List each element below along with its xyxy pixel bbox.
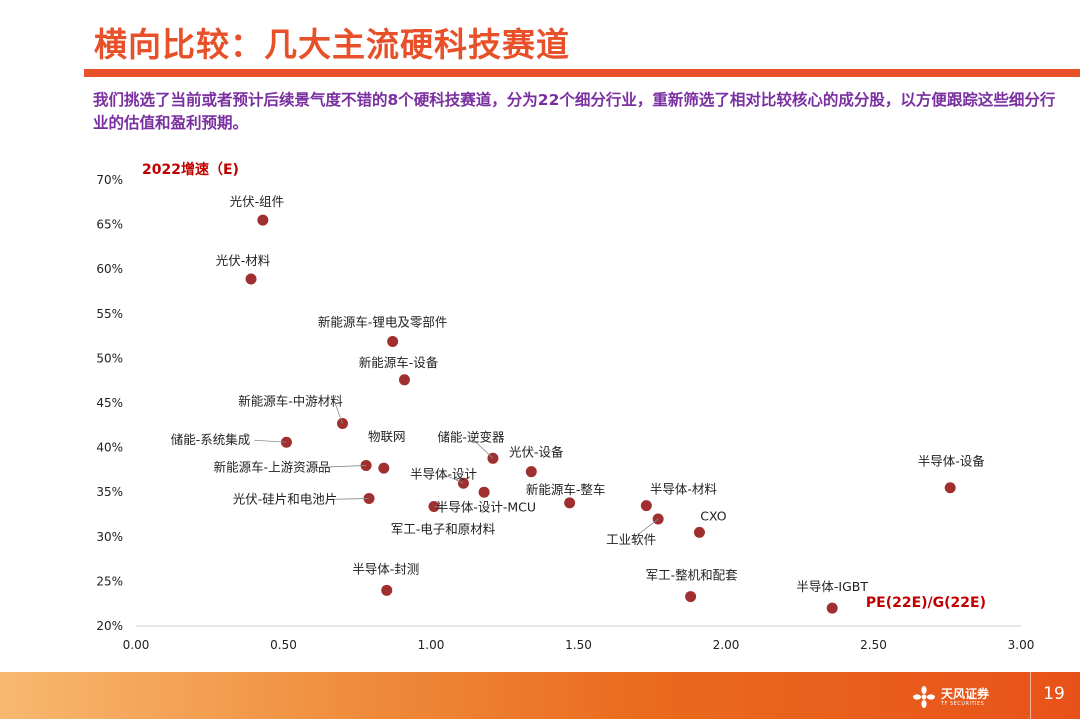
x-axis-title: PE(22E)/G(22E) bbox=[866, 595, 986, 611]
data-point bbox=[387, 335, 399, 347]
y-tick-label: 40% bbox=[96, 441, 123, 455]
point-label: 光伏-硅片和电池片 bbox=[233, 491, 338, 506]
leader-line bbox=[254, 439, 287, 443]
data-point bbox=[398, 374, 410, 386]
page-title: 横向比较：几大主流硬科技赛道 bbox=[94, 25, 570, 64]
point-label: 半导体-设备 bbox=[918, 454, 986, 469]
point-label: 新能源车-设备 bbox=[359, 355, 439, 370]
point-label: 新能源车-中游材料 bbox=[238, 394, 343, 409]
point-label: CXO bbox=[700, 508, 726, 523]
x-tick-label: 2.50 bbox=[860, 638, 887, 652]
y-tick-label: 35% bbox=[96, 485, 123, 499]
point-label: 半导体-设计 bbox=[410, 466, 477, 481]
point-label: 军工-整机和配套 bbox=[646, 568, 739, 583]
leader-line bbox=[443, 473, 464, 484]
y-tick-label: 65% bbox=[96, 218, 123, 232]
point-label: 新能源车-整车 bbox=[526, 482, 606, 497]
footer-bar bbox=[0, 672, 1080, 719]
point-label: 半导体-封测 bbox=[352, 561, 419, 576]
point-label: 新能源车-锂电及零部件 bbox=[318, 314, 448, 329]
leader-line bbox=[630, 518, 659, 541]
data-point bbox=[685, 591, 697, 603]
x-tick-label: 1.00 bbox=[418, 638, 445, 652]
point-label: 工业软件 bbox=[606, 532, 656, 547]
point-label: 半导体-材料 bbox=[650, 482, 718, 497]
point-label: 光伏-组件 bbox=[230, 194, 285, 209]
data-point bbox=[944, 482, 956, 494]
point-label: 光伏-设备 bbox=[509, 445, 564, 460]
x-tick-label: 0.50 bbox=[270, 638, 297, 652]
leader-line bbox=[329, 498, 370, 500]
x-tick-label: 1.50 bbox=[565, 638, 592, 652]
y-tick-label: 60% bbox=[96, 262, 123, 276]
page-description: 我们挑选了当前或者预计后续景气度不错的8个硬科技赛道，分为22个细分行业，重新筛… bbox=[93, 91, 1056, 132]
page-number: 19 bbox=[1043, 684, 1065, 704]
logo-english: TF SECURITIES bbox=[941, 700, 985, 707]
y-tick-label: 20% bbox=[96, 619, 123, 633]
leader-line bbox=[316, 465, 367, 468]
point-label: 半导体-IGBT bbox=[796, 579, 868, 594]
y-axis-title: 2022增速（E) bbox=[142, 161, 239, 178]
leader-line bbox=[470, 437, 494, 459]
data-point bbox=[640, 500, 652, 512]
flower-logo-icon bbox=[913, 686, 935, 708]
logo-name: 天风证券 bbox=[941, 686, 990, 701]
y-tick-label: 45% bbox=[96, 396, 123, 410]
y-tick-label: 70% bbox=[96, 173, 123, 187]
page-divider bbox=[1030, 672, 1031, 719]
x-tick-label: 2.00 bbox=[713, 638, 740, 652]
leader-line bbox=[433, 506, 442, 508]
data-point bbox=[378, 462, 390, 474]
leader-line bbox=[334, 401, 343, 424]
data-point bbox=[381, 584, 393, 596]
data-point bbox=[257, 214, 269, 226]
brand-logo: 天风证券 TF SECURITIES bbox=[912, 683, 989, 711]
point-label: 军工-电子和原材料 bbox=[391, 521, 496, 536]
point-label: 新能源车-上游资源品 bbox=[214, 459, 331, 474]
point-label: 物联网 bbox=[368, 429, 406, 444]
y-tick-label: 30% bbox=[96, 530, 123, 544]
x-tick-label: 0.00 bbox=[123, 638, 150, 652]
point-label: 储能-系统集成 bbox=[171, 432, 251, 447]
x-tick-label: 3.00 bbox=[1008, 638, 1035, 652]
data-point bbox=[826, 602, 838, 614]
scatter-chart: 0.00 0.50 1.00 1.50 2.00 2.50 3.00 20% 25% 30% 35%… bbox=[96, 161, 1035, 652]
title-underline bbox=[84, 69, 1080, 77]
y-tick-label: 55% bbox=[96, 307, 123, 321]
point-label: 半导体-设计-MCU bbox=[436, 499, 536, 514]
point-label: 储能-逆变器 bbox=[437, 429, 505, 444]
data-point bbox=[478, 486, 490, 498]
data-point bbox=[693, 526, 705, 538]
point-label: 光伏-材料 bbox=[216, 253, 271, 268]
data-point bbox=[525, 466, 537, 478]
data-point bbox=[564, 497, 576, 509]
y-tick-label: 25% bbox=[96, 574, 123, 588]
data-point bbox=[245, 273, 257, 285]
y-tick-label: 50% bbox=[96, 351, 123, 365]
